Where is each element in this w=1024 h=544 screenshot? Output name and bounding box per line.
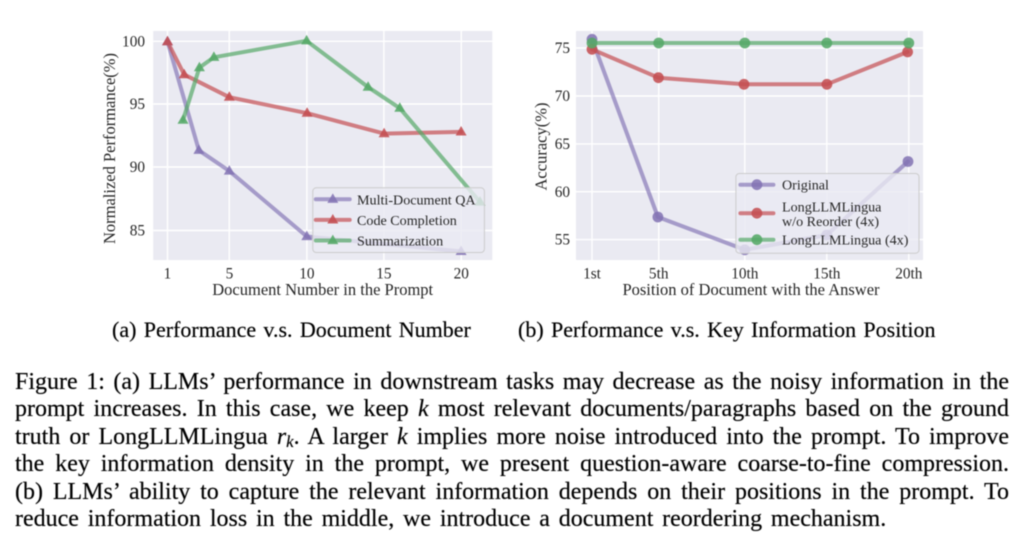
svg-text:Multi-Document QA: Multi-Document QA xyxy=(357,192,476,208)
svg-text:Original: Original xyxy=(782,178,829,194)
svg-text:Document Number in the Prompt: Document Number in the Prompt xyxy=(212,280,433,299)
svg-text:90: 90 xyxy=(130,159,146,176)
svg-text:Normalized Performance(%): Normalized Performance(%) xyxy=(100,53,119,244)
svg-text:85: 85 xyxy=(130,223,146,240)
svg-text:95: 95 xyxy=(130,96,146,113)
svg-text:Position of Document with the: Position of Document with the Answer xyxy=(622,280,880,299)
svg-text:15: 15 xyxy=(376,266,392,283)
svg-text:w/o Reorder (4x): w/o Reorder (4x) xyxy=(782,214,879,230)
svg-text:Accuracy(%): Accuracy(%) xyxy=(532,103,551,191)
svg-text:Summarization: Summarization xyxy=(357,234,443,250)
svg-text:10: 10 xyxy=(299,266,315,283)
svg-text:1st: 1st xyxy=(583,266,602,283)
svg-text:20: 20 xyxy=(454,266,470,283)
svg-text:5: 5 xyxy=(226,266,234,283)
svg-text:100: 100 xyxy=(122,33,145,50)
svg-text:70: 70 xyxy=(555,88,571,105)
svg-text:10th: 10th xyxy=(731,266,759,283)
svg-text:Code Completion: Code Completion xyxy=(357,213,457,229)
svg-text:20th: 20th xyxy=(895,266,923,283)
svg-text:5th: 5th xyxy=(649,266,669,283)
svg-text:LongLLMLingua: LongLLMLingua xyxy=(782,200,882,216)
svg-text:75: 75 xyxy=(555,40,571,57)
svg-text:65: 65 xyxy=(555,136,571,153)
svg-text:55: 55 xyxy=(555,232,571,249)
svg-text:1: 1 xyxy=(164,266,172,283)
svg-text:15th: 15th xyxy=(813,266,841,283)
svg-text:60: 60 xyxy=(555,184,571,201)
svg-text:LongLLMLingua (4x): LongLLMLingua (4x) xyxy=(782,233,909,249)
